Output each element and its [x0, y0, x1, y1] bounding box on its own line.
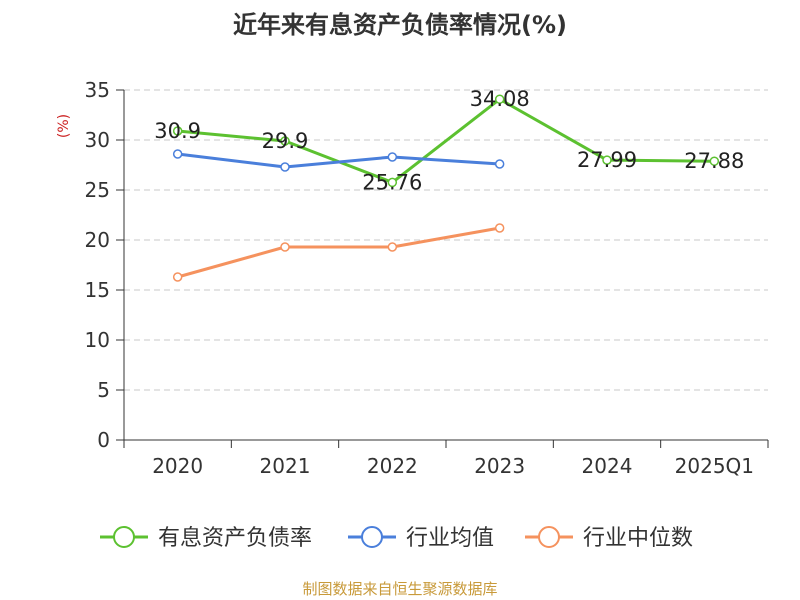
x-tick-label: 2024: [582, 454, 633, 478]
legend-label: 行业均值: [406, 526, 494, 551]
legend-marker: [113, 526, 135, 548]
data-point: [280, 242, 290, 252]
y-tick-label: 35: [85, 78, 110, 102]
data-point: [494, 223, 505, 233]
data-point: [280, 162, 290, 172]
y-tick-label: 30: [85, 128, 110, 152]
data-point: [387, 152, 398, 162]
series-line-1: [177, 152, 500, 169]
y-axis-label: (%): [56, 114, 72, 138]
x-tick-label: 2023: [474, 454, 525, 478]
data-point: [602, 155, 612, 165]
data-label: 34.08: [470, 87, 530, 111]
data-label: 27.88: [684, 149, 744, 173]
data-labels: 30.9 29.9 25.76 34.08 27.99 27.88: [154, 87, 744, 194]
legend-marker: [538, 526, 560, 548]
x-tick-label: 2021: [260, 454, 311, 478]
legend-label: 行业中位数: [583, 526, 693, 551]
data-label: 27.99: [577, 148, 637, 172]
data-label: 25.76: [362, 170, 422, 194]
y-tick-label: 0: [97, 428, 110, 452]
data-point: [172, 149, 183, 159]
x-tick-label: 2020: [152, 454, 203, 478]
y-tick-label: 25: [85, 178, 110, 202]
chart-title: 近年来有息资产负债率情况(%): [233, 11, 567, 39]
legend: 有息资产负债率 行业均值 行业中位数: [100, 526, 693, 551]
y-tick-label: 5: [97, 378, 110, 402]
data-point: [494, 159, 505, 169]
data-point: [709, 156, 720, 166]
y-tick-label: 20: [85, 228, 110, 252]
data-point: [280, 136, 290, 146]
data-point: [387, 242, 398, 252]
y-tick-label: 10: [85, 328, 110, 352]
data-point: [172, 126, 183, 136]
y-tick-label: 15: [85, 278, 110, 302]
series-line-0: [177, 97, 715, 184]
axes: 0 5 10 15 20 25 30 35 2020 2021 2022 2023 2024 2025Q1: [85, 78, 769, 478]
series-group: [172, 94, 720, 282]
data-label: 29.9: [262, 129, 309, 153]
series-line-2: [177, 226, 500, 279]
data-label: 30.9: [154, 119, 201, 143]
data-point: [172, 272, 183, 282]
x-tick-label: 2022: [367, 454, 418, 478]
data-point: [494, 94, 505, 104]
footer-source: 制图数据来自恒生聚源数据库: [302, 580, 498, 598]
data-point: [387, 177, 398, 188]
legend-marker: [361, 526, 383, 548]
x-tick-label: 2025Q1: [675, 454, 754, 478]
legend-label: 有息资产负债率: [158, 526, 312, 551]
